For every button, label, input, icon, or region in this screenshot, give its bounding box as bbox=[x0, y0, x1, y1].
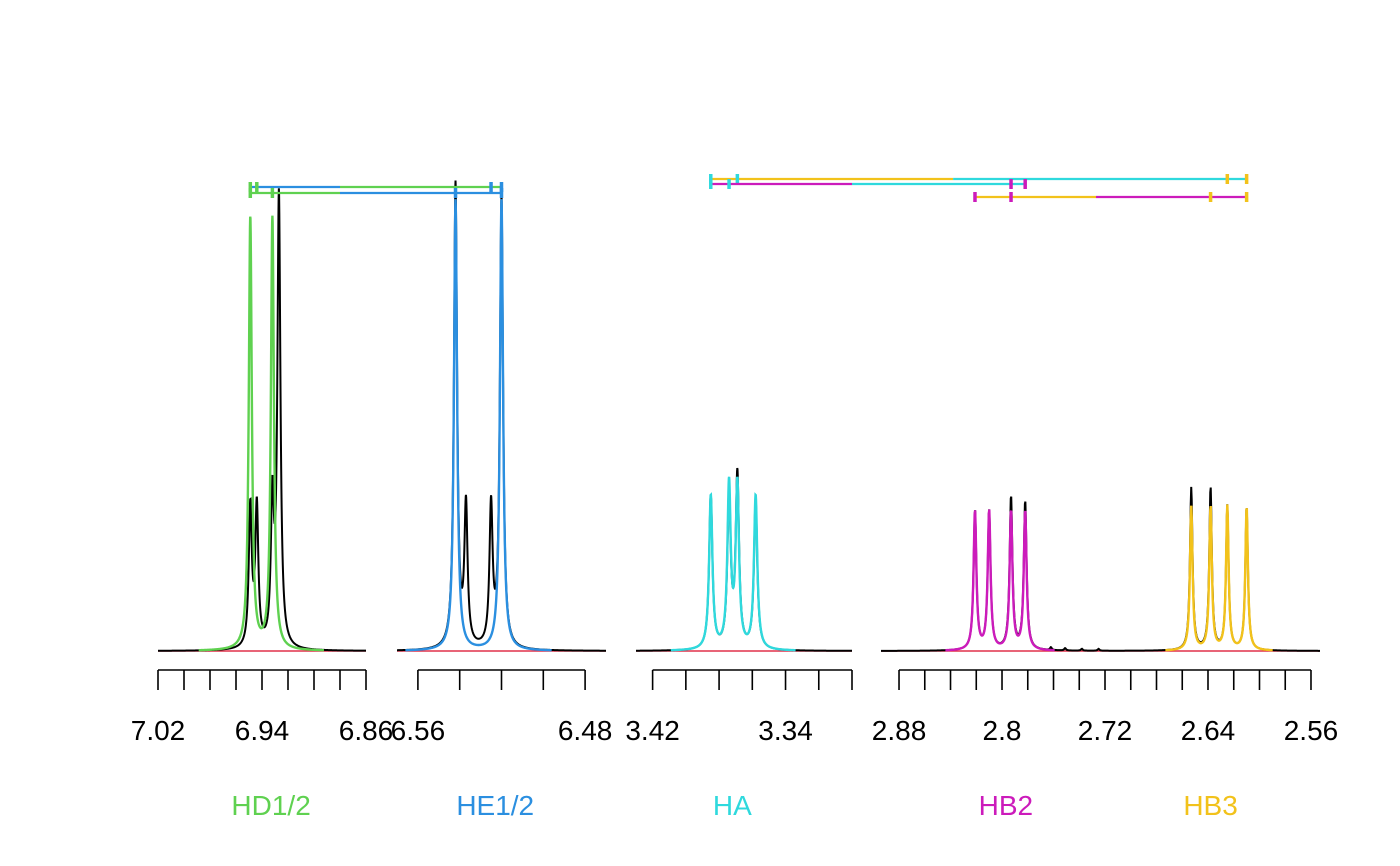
tick-label: 6.56 bbox=[391, 715, 446, 746]
tick-label: 7.02 bbox=[131, 715, 186, 746]
tick-label: 3.42 bbox=[625, 715, 680, 746]
panel-he bbox=[397, 180, 606, 652]
tick-label: 3.34 bbox=[758, 715, 813, 746]
tick-label: 2.8 bbox=[983, 715, 1022, 746]
observed-trace-hd bbox=[158, 188, 366, 652]
panel-hb bbox=[881, 486, 1320, 652]
coupling-bar-group-1 bbox=[248, 182, 504, 198]
fit-trace-hd1-2 bbox=[198, 215, 324, 652]
tick-label: 6.86 bbox=[339, 715, 394, 746]
fit-trace-ha bbox=[670, 476, 796, 652]
spectra-layer bbox=[158, 180, 1320, 652]
group-labels-layer: HD1/2 HE1/2 HA HB2 HB3 bbox=[231, 790, 1237, 821]
group-label-hd1-2: HD1/2 bbox=[231, 790, 310, 821]
observed-trace-hb bbox=[881, 486, 1320, 652]
group-label-ha: HA bbox=[713, 790, 752, 821]
group-label-he1-2: HE1/2 bbox=[456, 790, 534, 821]
panel-hd bbox=[158, 188, 366, 652]
axes-layer: 7.02 6.94 6.866.56 6.48 3.42 3.34 2.88 2.8 2.72 2… bbox=[131, 669, 1339, 746]
fit-trace-hb2 bbox=[945, 509, 1055, 652]
tick-label: 2.88 bbox=[872, 715, 927, 746]
fit-trace-hb3 bbox=[1165, 504, 1273, 652]
x-axis-he: 6.56 6.48 bbox=[391, 669, 613, 746]
x-axis-ha: 3.42 3.34 bbox=[625, 669, 853, 746]
x-axis-hb: 2.88 2.8 2.72 2.64 2.56 bbox=[872, 669, 1339, 746]
group-label-hb3: HB3 bbox=[1183, 790, 1237, 821]
group-label-hb2: HB2 bbox=[979, 790, 1033, 821]
tick-label: 2.64 bbox=[1181, 715, 1236, 746]
tick-label: 6.48 bbox=[558, 715, 613, 746]
x-axis-hd: 7.02 6.94 6.86 bbox=[131, 669, 394, 746]
tick-label: 6.94 bbox=[235, 715, 290, 746]
coupling-bars-layer bbox=[248, 174, 1249, 202]
fit-trace-he1-2 bbox=[405, 199, 552, 652]
panel-ha bbox=[636, 467, 852, 652]
observed-trace-ha bbox=[636, 467, 852, 652]
tick-label: 2.72 bbox=[1078, 715, 1133, 746]
tick-label: 2.56 bbox=[1284, 715, 1339, 746]
coupling-bar-group-2 bbox=[709, 174, 1249, 202]
